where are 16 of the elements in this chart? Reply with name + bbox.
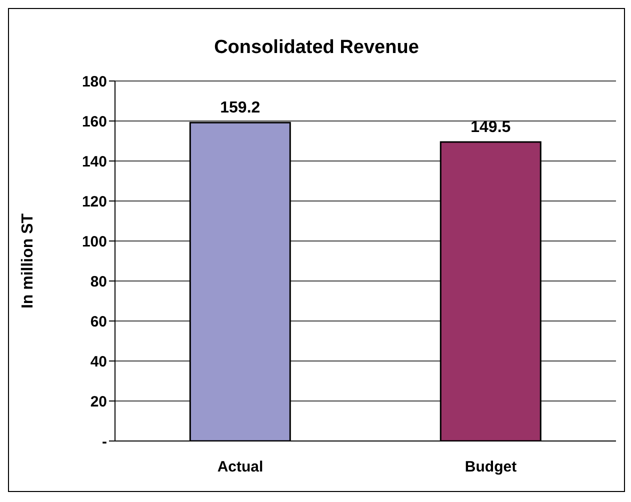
y-tick-label: 140 [82,153,107,170]
y-tick-label: 160 [82,113,107,130]
y-tick-label: 20 [90,393,107,410]
y-tick-label: 180 [82,73,107,90]
y-tick-label: 60 [90,313,107,330]
y-tick-label: 120 [82,193,107,210]
y-tick-label: - [102,433,107,450]
y-axis-title: In million ST [20,213,37,309]
chart-title: Consolidated Revenue [213,37,420,59]
data-label: 159.2 [220,100,260,117]
x-tick-label: Budget [464,458,517,476]
data-label: 149.5 [470,119,511,136]
x-tick-label: Actual [217,458,264,476]
y-tick-label: 100 [82,233,107,250]
y-tick-label: 40 [90,353,107,370]
y-tick-label: 80 [90,273,107,290]
